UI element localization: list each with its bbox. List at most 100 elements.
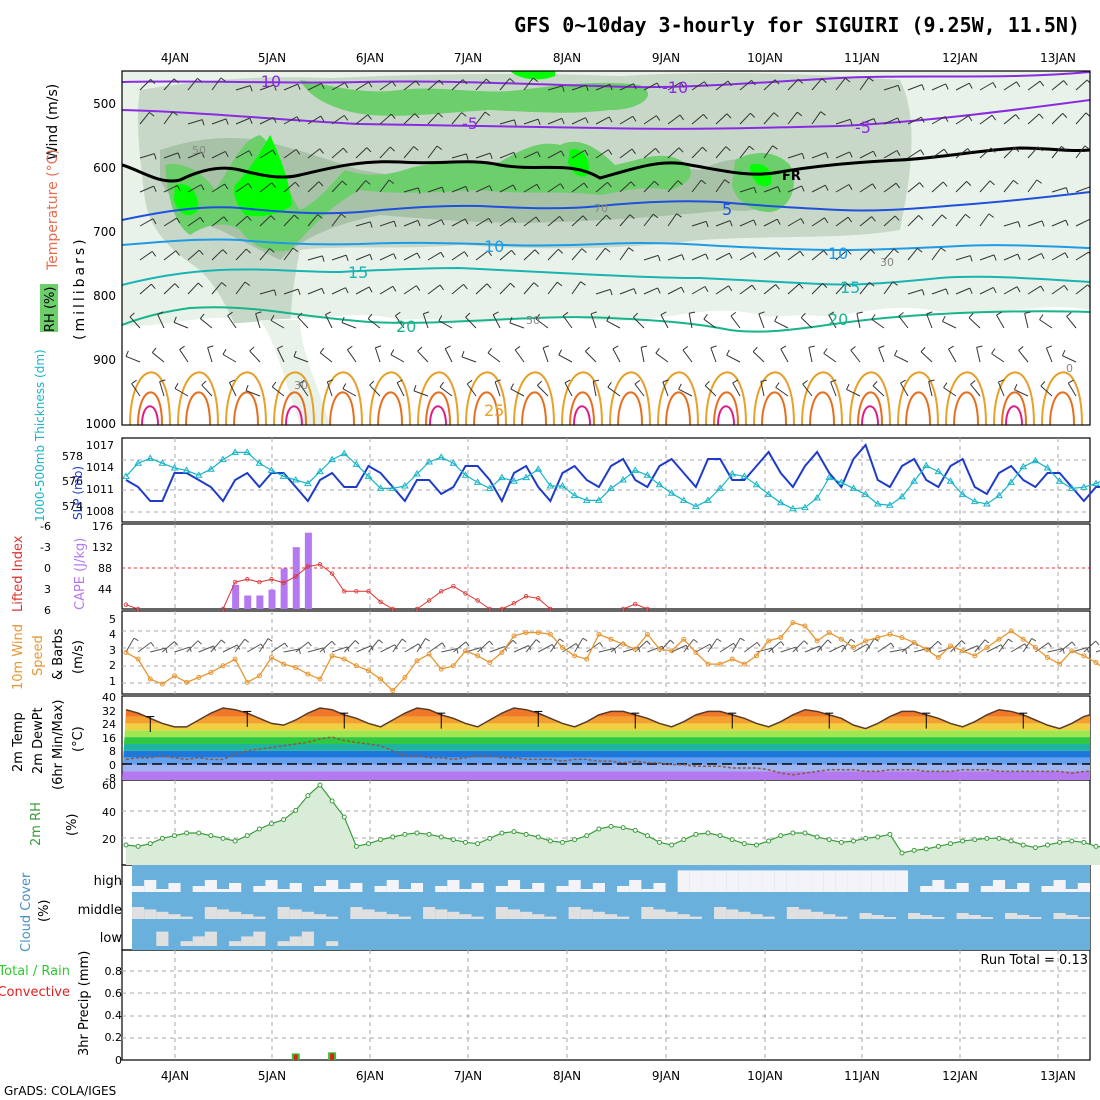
rh-tick-60: 60: [102, 779, 116, 792]
upper-barb-23: [691, 81, 709, 91]
li-point-0-1: [135, 606, 141, 612]
wind-point-13: [281, 661, 287, 667]
wind10m-ylabels: 10m Wind Speed & Barbs (m/s): [11, 624, 86, 690]
isotherm-label-p20-a: 20: [396, 317, 416, 336]
thickness-point-35: [546, 482, 555, 489]
thickness-point-33: [522, 473, 531, 481]
upper-barb-213: [451, 251, 469, 261]
upper-barb-59: [595, 116, 613, 125]
upper-barb-110: [859, 150, 877, 159]
cloud-cell-0-76: [1041, 886, 1054, 892]
wind10-barb-72: [998, 638, 1013, 653]
cloud-cell-1-59: [835, 916, 848, 919]
upper-barb-35: [979, 82, 997, 91]
bottom-date-4jan: 4JAN: [161, 1069, 189, 1083]
upper-barb-221: [643, 254, 661, 262]
wind-point-36: [560, 645, 565, 651]
li-segment-2: [416, 585, 491, 610]
thickness-point-8: [219, 455, 227, 463]
top-date-9jan: 9JAN: [652, 51, 680, 65]
upper-barb-206: [283, 247, 299, 261]
wind-point-26: [438, 666, 444, 672]
upper-barb-31: [883, 84, 901, 92]
thickness-point-17: [328, 455, 337, 463]
ylabel-barbs: & Barbs: [51, 628, 66, 680]
upper-barb-136: [523, 183, 541, 193]
cape-bar-1: [244, 595, 252, 609]
upper-barb-94: [475, 152, 493, 159]
thickness-point-3: [158, 459, 167, 466]
thickness-point-7: [206, 465, 215, 472]
upper-barb-300: [606, 315, 621, 329]
rh2m-point-4: [172, 833, 177, 839]
upper-barb-109: [835, 151, 853, 159]
upper-barb-89: [355, 147, 372, 159]
warm-loop-25-10: [609, 371, 651, 425]
wind-point-14: [293, 664, 299, 670]
wind10-barb-76: [1047, 648, 1065, 654]
li-point-3-2: [523, 594, 529, 599]
upper-wind-barbs: [125, 77, 1090, 397]
upper-air-panel: -10 -10 -5 -5 FR 5 10 10 15 15 20 20 25 …: [40, 71, 1090, 431]
upper-barb-117: [1027, 146, 1043, 159]
upper-barb-230: [859, 249, 876, 261]
upper-barb-139: [595, 181, 612, 193]
upper-barb-214: [475, 250, 492, 261]
wind-point-62: [875, 635, 881, 641]
wind-point-64: [899, 635, 905, 641]
upper-barb-208: [331, 254, 349, 261]
warm-loop-25-6: [417, 371, 459, 425]
upper-barb-315: [968, 313, 981, 329]
upper-barb-73: [931, 116, 949, 125]
upper-barb-56: [523, 118, 541, 125]
wind-point-76: [1045, 654, 1050, 660]
upper-barb-329: [346, 345, 357, 363]
rh2m-point-47: [693, 831, 699, 837]
upper-barb-91: [403, 146, 419, 159]
upper-barb-39: [1075, 79, 1090, 91]
rh2m-point-34: [535, 834, 541, 840]
rh2m-point-52: [754, 842, 759, 848]
upper-barb-238: [1051, 252, 1069, 261]
bottom-date-10jan: 10JAN: [747, 1069, 783, 1083]
upper-barb-274: [955, 287, 973, 295]
upper-barb-64: [715, 113, 732, 125]
rh2m-point-73: [1008, 838, 1014, 844]
thickness-point-75: [1031, 456, 1040, 464]
cloud-cell-0-66: [920, 886, 933, 892]
warm-loop-35-9: [573, 405, 591, 425]
rh-label-70: 70: [594, 202, 608, 215]
top-date-10jan: 10JAN: [747, 51, 783, 65]
wind10-barb-73: [1010, 643, 1028, 653]
li-point-2-6: [487, 606, 492, 612]
thickness-point-74: [1019, 462, 1028, 470]
warm-loop-25-3: [273, 371, 315, 425]
ylabel-wind: Wind (m/s): [45, 84, 61, 160]
temp-band-6: [122, 737, 1090, 744]
upper-barb-396: [997, 379, 1005, 397]
rh2m-point-69: [960, 838, 966, 844]
cloud-cell-1-63: [883, 917, 896, 919]
cloud-cell-0-2: [144, 880, 157, 892]
wind-point-40: [608, 636, 614, 642]
upper-barb-313: [926, 311, 933, 329]
wind10-barb-74: [1022, 638, 1037, 653]
upper-barb-151: [883, 182, 901, 193]
upper-barb-225: [739, 252, 757, 261]
upper-barb-378: [564, 379, 573, 397]
rh2m-point-80: [1093, 843, 1099, 849]
isotherm-label-p5-b: 5: [722, 200, 732, 219]
cloud-cell-1-27: [447, 911, 460, 919]
cloud-cell-1-13: [277, 907, 290, 919]
upper-barb-172: [427, 219, 445, 227]
wind10-barb-63: [889, 648, 908, 654]
cloud-cell-0-23: [398, 889, 411, 892]
cloud-cell-0-34: [532, 883, 545, 892]
upper-barb-204: [235, 248, 251, 261]
wind10-barb-59: [840, 638, 856, 653]
cloud-cell-0-72: [992, 880, 1006, 892]
upper-barb-286: [270, 315, 285, 329]
thickness-point-42: [631, 466, 640, 473]
upper-barb-374: [466, 379, 477, 397]
upper-barb-330: [374, 345, 382, 363]
